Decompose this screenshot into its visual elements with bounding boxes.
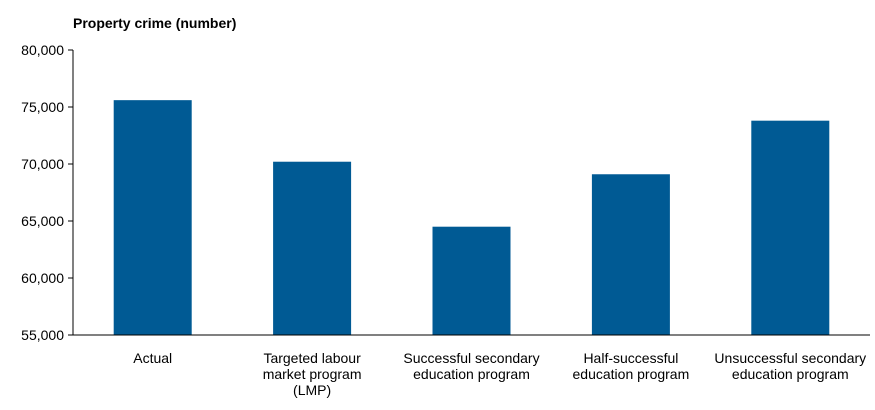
y-tick-label: 75,000: [21, 99, 64, 115]
y-tick-label: 70,000: [21, 156, 64, 172]
x-category-label: Half-successful education program: [573, 350, 690, 382]
bar: [273, 161, 352, 335]
bar: [591, 174, 670, 335]
x-category-label-line: Actual: [133, 350, 172, 366]
y-ticks-group: 55,000 60,000 65,000 70,000 75,000 80,000: [21, 42, 73, 343]
x-category-label-line: Half-successful: [583, 350, 678, 366]
bar: [432, 226, 511, 335]
bars-group: [113, 100, 830, 336]
x-category-label-line: education program: [732, 366, 849, 382]
bar: [751, 120, 830, 336]
x-category-label: Successful secondary education program: [403, 350, 539, 382]
x-category-label-line: Targeted labour: [263, 350, 361, 366]
x-category-label-line: education program: [413, 366, 530, 382]
y-tick-label: 65,000: [21, 213, 64, 229]
x-category-label-line: (LMP): [293, 382, 331, 398]
x-category-label-line: Successful secondary: [403, 350, 539, 366]
y-tick-label: 55,000: [21, 327, 64, 343]
x-category-label: Targeted labour market program (LMP): [263, 350, 362, 398]
x-category-label: Unsuccessful secondary education program: [714, 350, 866, 382]
y-tick-label: 80,000: [21, 42, 64, 58]
x-category-label-line: market program: [263, 366, 362, 382]
x-category-label: Actual: [133, 350, 172, 366]
y-axis-title: Property crime (number): [73, 15, 236, 31]
y-tick-label: 60,000: [21, 270, 64, 286]
x-category-label-line: Unsuccessful secondary: [714, 350, 866, 366]
x-labels-group: Actual Targeted labour market program (LMP)…: [133, 350, 866, 398]
x-category-label-line: education program: [573, 366, 690, 382]
bar: [113, 100, 192, 335]
